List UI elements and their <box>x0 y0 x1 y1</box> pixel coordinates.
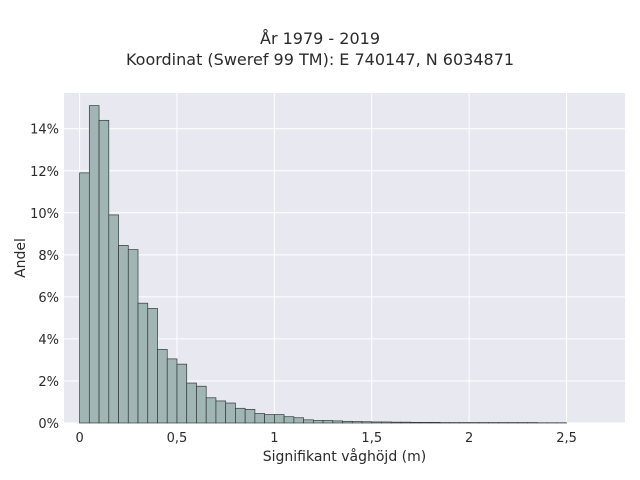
y-tick-label: 12% <box>30 165 59 180</box>
x-axis-ticks: 0 0,5 1 1,5 2 2,5 <box>75 431 576 446</box>
histogram-bar <box>410 422 421 424</box>
histogram-bar <box>371 421 382 424</box>
chart-title-line-1: År 1979 - 2019 <box>260 29 380 48</box>
y-tick-label: 10% <box>30 207 59 222</box>
histogram-bar <box>381 421 392 424</box>
histogram-bar <box>186 382 197 424</box>
y-tick-label: 2% <box>38 375 59 390</box>
chart-title: År 1979 - 2019 Koordinat (Sweref 99 TM):… <box>0 28 640 70</box>
y-tick-label: 4% <box>38 333 59 348</box>
histogram-bar <box>127 249 139 424</box>
histogram-bar <box>254 413 265 424</box>
histogram-bar <box>176 363 188 424</box>
histogram-bar <box>420 422 431 424</box>
histogram-bar <box>342 420 353 424</box>
histogram-bar <box>351 421 363 424</box>
histogram-bar <box>283 416 295 424</box>
histogram-bar <box>322 420 334 424</box>
histogram-bar <box>166 358 178 424</box>
histogram-bar <box>215 400 227 424</box>
y-tick-label: 6% <box>38 291 59 306</box>
histogram-bar <box>274 414 285 424</box>
y-tick-label: 0% <box>38 417 59 432</box>
histogram-bar <box>264 414 275 424</box>
histogram-bar <box>400 421 412 424</box>
histogram-bar <box>98 119 110 424</box>
histogram-bar <box>108 214 119 424</box>
y-tick-label: 14% <box>30 123 59 138</box>
histogram-bar <box>293 417 304 424</box>
x-axis-label: Signifikant våghöjd (m) <box>263 448 426 465</box>
y-tick-label: 8% <box>38 249 59 264</box>
histogram-bar <box>303 419 314 424</box>
histogram-bar <box>147 308 158 424</box>
histogram-bar <box>429 422 441 424</box>
histogram-bar <box>361 421 373 424</box>
histogram-bar <box>205 397 217 424</box>
x-tick-label: 1 <box>270 431 278 446</box>
histogram-bar <box>225 402 236 424</box>
y-axis-label: Andel <box>13 238 29 278</box>
histogram-bar <box>312 420 324 424</box>
x-tick-label: 0 <box>75 431 83 446</box>
x-tick-label: 2,5 <box>556 431 577 446</box>
histogram-bar <box>88 105 100 424</box>
histogram-bar <box>390 421 402 424</box>
y-axis-ticks: 0% 2% 4% 6% 8% 10% 12% 14% <box>30 123 59 432</box>
chart-title-line-2: Koordinat (Sweref 99 TM): E 740147, N 60… <box>125 50 515 69</box>
x-tick-label: 1,5 <box>361 431 382 446</box>
x-tick-label: 2 <box>465 431 473 446</box>
histogram-bar <box>332 420 343 424</box>
histogram-bar <box>157 349 168 424</box>
histogram-bar <box>137 302 149 424</box>
x-tick-label: 0,5 <box>167 431 188 446</box>
histogram-bar <box>118 245 129 424</box>
histogram-bar <box>196 385 207 424</box>
histogram-bars <box>79 105 567 424</box>
histogram-bar <box>244 408 256 424</box>
histogram-bar <box>235 407 246 424</box>
histogram-bar <box>79 172 90 424</box>
